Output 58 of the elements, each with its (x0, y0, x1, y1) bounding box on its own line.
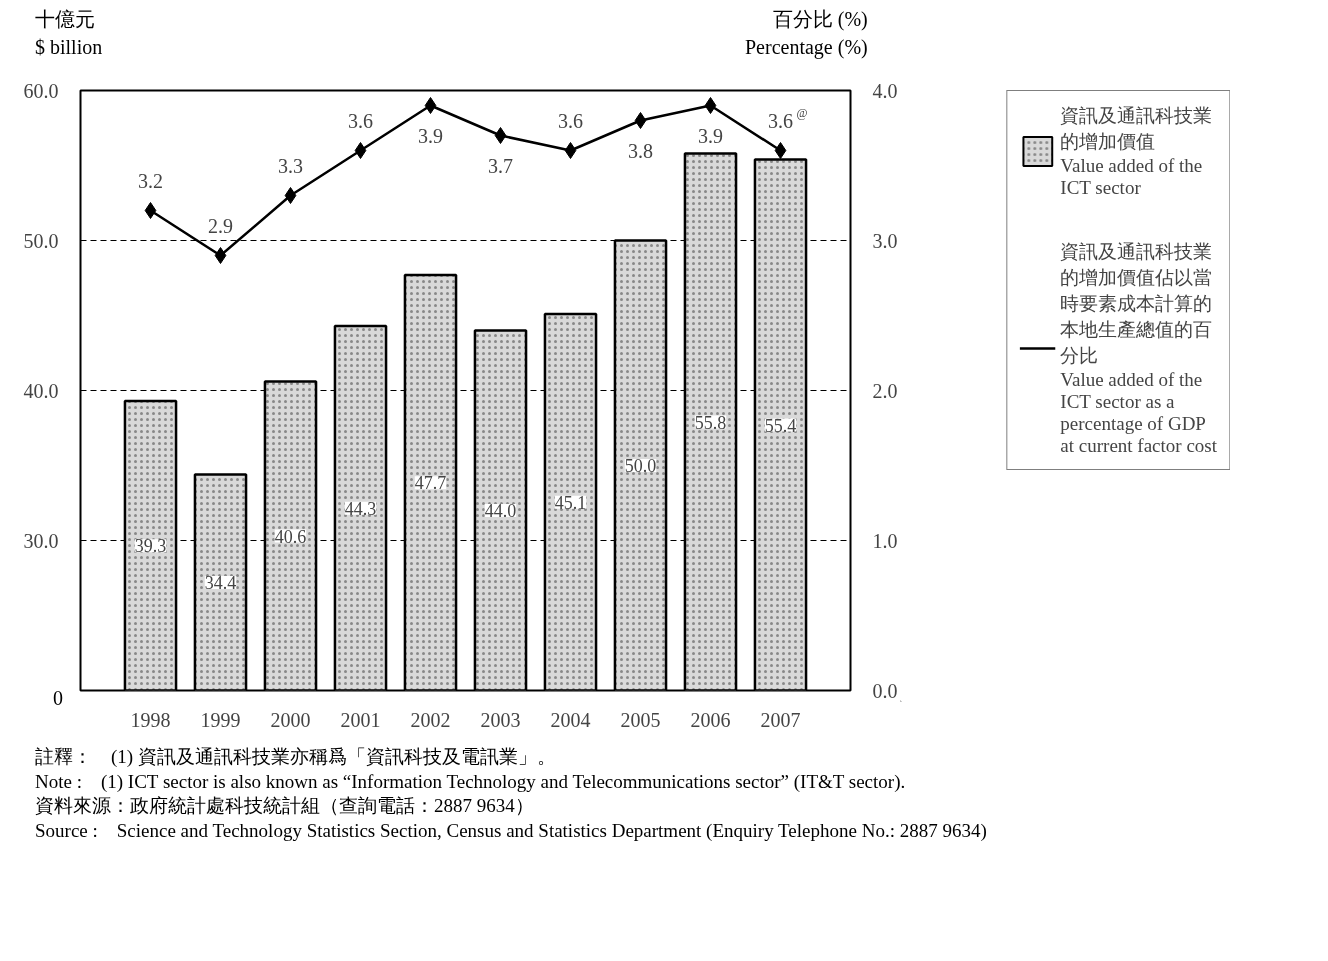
y2-tick-label: 1.0 (872, 529, 898, 552)
data-label: 44.0 (484, 501, 517, 521)
x-tick-label: 2003 (480, 708, 521, 731)
data-label: 3.8 (628, 139, 653, 162)
data-label: 3.6 (348, 109, 373, 132)
y2-tick-label: 2.0 (872, 379, 898, 402)
data-label: 3.9 (698, 124, 723, 147)
x-tick-label: 2004 (550, 708, 591, 731)
y2-tick-label: 3.0 (872, 229, 898, 252)
y2-tick-label: 0.0 (872, 679, 898, 702)
point (424, 97, 437, 114)
x-tick-label: 2002 (410, 708, 451, 731)
point (774, 142, 787, 159)
point (494, 127, 507, 144)
data-label: 3.9 (418, 124, 443, 147)
y-tick-label: 30.0 (23, 529, 59, 552)
legend-label: 資訊及通訊科技業的增加價值 Value added of the ICT sector (1060, 104, 1213, 199)
x-tick-label: 2001 (340, 708, 381, 731)
point (634, 112, 647, 129)
x-tick-label: 1998 (130, 708, 171, 731)
point (354, 142, 367, 159)
data-label: 3.2 (138, 169, 163, 192)
data-label: 39.3 (134, 536, 167, 557)
x-tick-label: 2007 (760, 708, 801, 731)
x-tick-label: 1999 (200, 708, 241, 731)
text: Note : (1) ICT sector is also known as “Information Technology and Telecommunications sector” (IT&T sector). (35, 770, 906, 792)
source-note: Source : Science and Technology Statistics Section, Census and Statistics Department (Enquiry Telephone No.: 2887 9634) (35, 820, 987, 842)
data-label: 2.9 (208, 214, 233, 237)
data-label: 55.8 (694, 412, 727, 433)
data-label: 34.4 (204, 573, 237, 593)
data-label: 40.6 (274, 526, 307, 547)
data-label: 3.7 (488, 154, 513, 177)
data-label: 47.7 (414, 473, 447, 494)
data-label: 44.3 (344, 498, 377, 519)
data-label: 3.6@ (768, 105, 808, 132)
y-tick-label: 60.0 (23, 79, 59, 102)
x-tick-label: 2000 (270, 708, 311, 731)
text: 註釋： (1) 資訊及通訊科技業亦稱爲「資訊科技及電訊業」。 (35, 746, 556, 767)
data-label: 45.1 (554, 492, 587, 513)
x-tick-label: 2006 (690, 708, 731, 731)
point (704, 97, 717, 114)
x-tick-label: 2005 (620, 708, 661, 731)
text: 0 (53, 686, 63, 711)
y-tick-label: 50.0 (23, 229, 59, 252)
point (284, 187, 297, 204)
y2-axis-title: 百分比 (%) Percentage (%) (745, 7, 868, 61)
y2-tick-label: 4.0 (872, 79, 898, 102)
text: 資訊及通訊科技業的增加價值佔以當時要素成本計算的本地生產總值的百分比 Value added of the ICT sector as a percentage of GDP at current factor cost (1060, 241, 1217, 456)
y-tick-label: 40.0 (23, 379, 59, 402)
data-label: 55.4 (764, 415, 797, 436)
point (144, 202, 157, 219)
source-note: 資料來源：政府統計處科技統計組（查詢電話：2887 9634） (35, 795, 534, 817)
point (214, 247, 227, 264)
data-label: 3.6 (558, 109, 583, 132)
data-label: 50.0 (624, 456, 657, 476)
y-axis-title: 十億元 $ billion (35, 7, 103, 60)
data-label: 3.3 (278, 154, 303, 177)
point (564, 142, 577, 159)
